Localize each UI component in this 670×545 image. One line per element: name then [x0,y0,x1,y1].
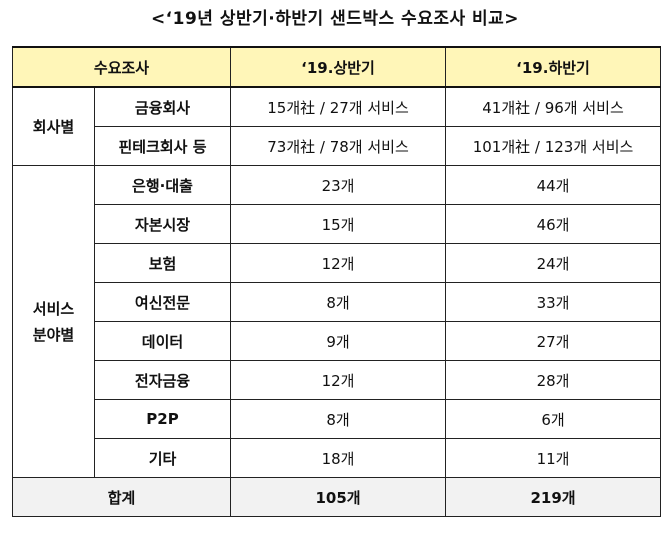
row-label: 핀테크회사 등 [93,126,232,166]
cell-second-half: 27개 [445,321,662,361]
cell-first-half: 15개 [230,204,447,244]
cell-first-half: 9개 [230,321,447,361]
table-row: 보험 12개 24개 [13,243,662,283]
survey-comparison-table: 수요조사 ‘19.상반기 ‘19.하반기 회사별 금융회사 15개社 / 27개… [11,46,662,517]
cell-first-half: 12개 [230,243,447,283]
cell-second-half: 28개 [445,360,662,400]
row-label: 금융회사 [93,86,232,127]
row-label: 보험 [93,243,232,283]
row-label: P2P [93,399,232,439]
total-label: 합계 [11,477,232,517]
group-label-service: 서비스 분야별 [12,165,95,478]
row-label: 자본시장 [93,204,232,244]
table-row: 데이터 9개 27개 [13,321,662,361]
table-row: 여신전문 8개 33개 [13,282,662,322]
total-row: 합계 105개 219개 [11,477,662,517]
cell-first-half: 8개 [230,282,447,322]
header-first-half: ‘19.상반기 [230,46,447,88]
cell-first-half: 73개社 / 78개 서비스 [230,126,447,166]
cell-second-half: 33개 [445,282,662,322]
table-row: 핀테크회사 등 73개社 / 78개 서비스 101개社 / 123개 서비스 [13,126,662,166]
cell-second-half: 6개 [445,399,662,439]
total-second-half: 219개 [445,477,662,517]
cell-second-half: 41개社 / 96개 서비스 [445,86,662,127]
cell-first-half: 15개社 / 27개 서비스 [230,86,447,127]
cell-second-half: 24개 [445,243,662,283]
cell-second-half: 11개 [445,438,662,478]
cell-second-half: 101개社 / 123개 서비스 [445,126,662,166]
cell-first-half: 12개 [230,360,447,400]
total-first-half: 105개 [230,477,447,517]
table-row: 전자금융 12개 28개 [13,360,662,400]
row-label: 전자금융 [93,360,232,400]
table-row: 자본시장 15개 46개 [13,204,662,244]
row-label: 은행·대출 [93,165,232,205]
table-row: P2P 8개 6개 [13,399,662,439]
row-label: 데이터 [93,321,232,361]
cell-second-half: 44개 [445,165,662,205]
table-header-row: 수요조사 ‘19.상반기 ‘19.하반기 [11,46,662,88]
header-second-half: ‘19.하반기 [445,46,662,88]
cell-first-half: 8개 [230,399,447,439]
group-label-company: 회사별 [12,86,95,166]
table-row: 서비스 분야별 은행·대출 23개 44개 [12,165,662,478]
cell-second-half: 46개 [445,204,662,244]
header-survey: 수요조사 [11,46,232,88]
table-row: 회사별 금융회사 15개社 / 27개 서비스 41개社 / 96개 서비스 [12,86,662,166]
group-label-service-line2: 분야별 [32,325,75,344]
row-label: 여신전문 [93,282,232,322]
cell-first-half: 23개 [230,165,447,205]
cell-first-half: 18개 [230,438,447,478]
page-title: <‘19년 상반기·하반기 샌드박스 수요조사 비교> [150,9,520,29]
row-label: 기타 [93,438,232,478]
table-row: 기타 18개 11개 [13,438,662,478]
group-label-service-line1: 서비스 [32,299,75,318]
